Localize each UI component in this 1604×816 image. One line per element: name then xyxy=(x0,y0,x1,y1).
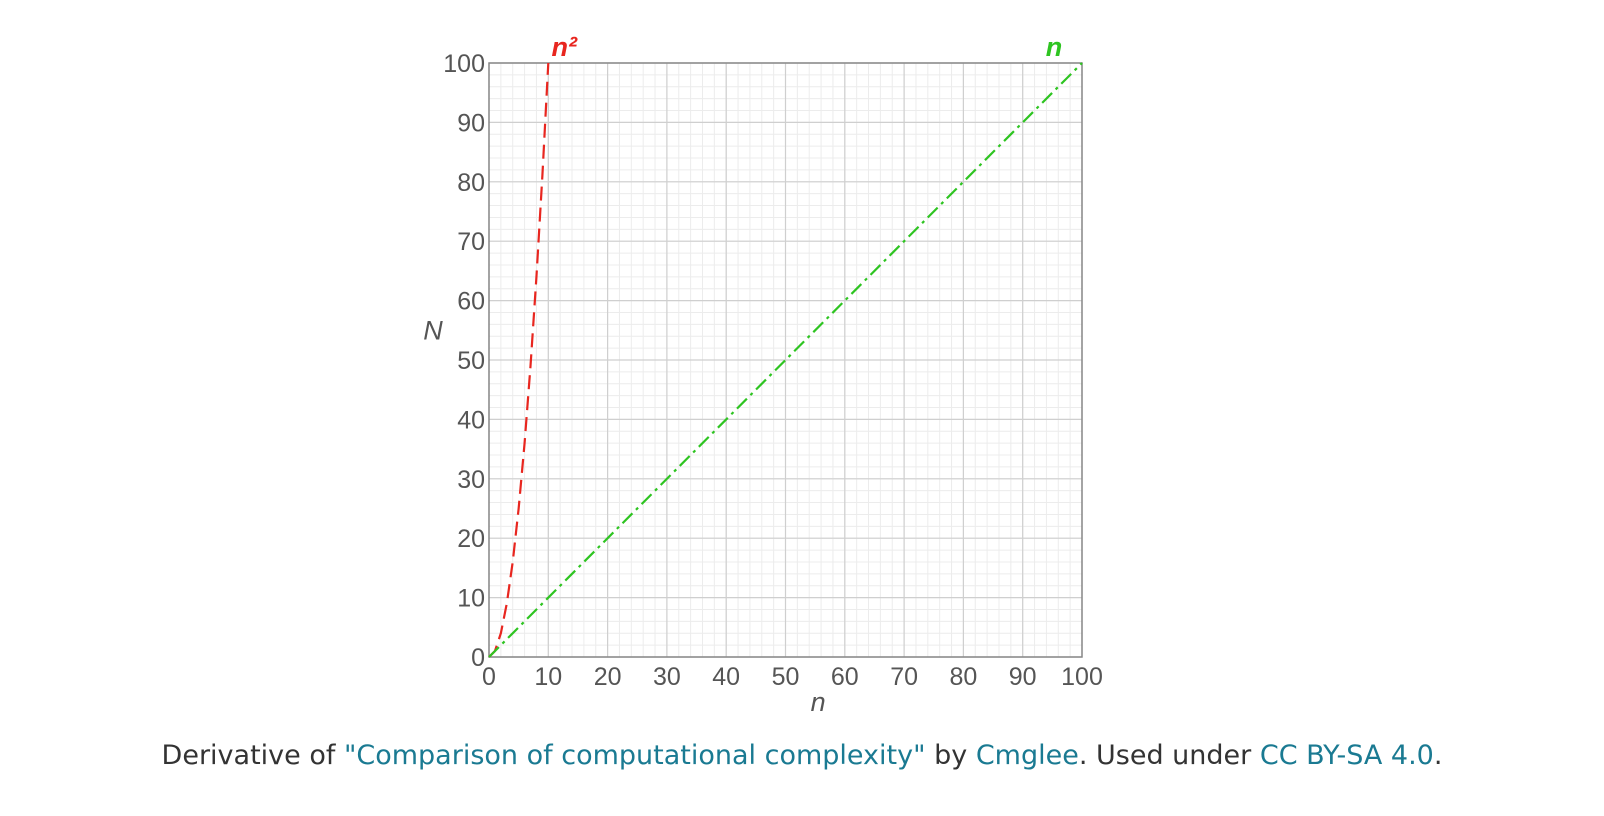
x-tick-label: 0 xyxy=(482,663,496,691)
y-tick-label: 60 xyxy=(457,288,485,316)
x-tick-label: 50 xyxy=(772,663,800,691)
series-labels: n² n xyxy=(552,32,1063,62)
y-tick-label: 40 xyxy=(457,406,485,434)
y-tick-labels: 0 10 20 30 40 50 60 70 80 90 100 xyxy=(443,50,485,672)
y-axis-title: N xyxy=(423,315,443,345)
y-tick-label: 80 xyxy=(457,169,485,197)
y-tick-label: 10 xyxy=(457,585,485,613)
series-line-1 xyxy=(488,62,550,658)
y-tick-label: 0 xyxy=(471,644,485,672)
series-label-2: n xyxy=(1046,32,1063,62)
caption-suffix: . xyxy=(1433,740,1443,771)
x-tick-labels: 0 10 20 30 40 50 60 70 80 90 100 xyxy=(482,663,1103,691)
y-tick-label: 50 xyxy=(457,347,485,375)
y-tick-label: 70 xyxy=(457,228,485,256)
x-axis-title: n xyxy=(811,687,826,717)
x-tick-label: 80 xyxy=(949,663,977,691)
y-tick-label: 30 xyxy=(457,466,485,494)
x-tick-label: 70 xyxy=(890,663,918,691)
x-tick-label: 20 xyxy=(594,663,622,691)
x-tick-label: 30 xyxy=(653,663,681,691)
series-line-2 xyxy=(488,62,1083,658)
complexity-chart: 0 10 20 30 40 50 60 70 80 90 100 0 10 20 30 40 50 60 70 80… xyxy=(423,32,1103,717)
work-link[interactable]: "Comparison of computational complexity" xyxy=(343,740,926,771)
caption-used-under: . Used under xyxy=(1078,740,1260,771)
series-lines xyxy=(488,62,1083,658)
y-tick-label: 20 xyxy=(457,525,485,553)
x-tick-label: 100 xyxy=(1061,663,1103,691)
license-link[interactable]: CC BY-SA 4.0 xyxy=(1259,740,1434,771)
series-label-1: n² xyxy=(552,32,578,62)
y-tick-label: 100 xyxy=(443,50,485,78)
y-tick-label: 90 xyxy=(457,109,485,137)
plot-frame xyxy=(488,62,1083,658)
x-tick-label: 90 xyxy=(1009,663,1037,691)
x-tick-label: 40 xyxy=(712,663,740,691)
caption-by: by xyxy=(925,740,976,771)
x-tick-label: 60 xyxy=(831,663,859,691)
author-link[interactable]: Cmglee xyxy=(975,740,1079,771)
attribution-caption: Derivative of "Comparison of computation… xyxy=(0,740,1604,771)
caption-prefix: Derivative of xyxy=(161,740,344,771)
x-tick-label: 10 xyxy=(534,663,562,691)
